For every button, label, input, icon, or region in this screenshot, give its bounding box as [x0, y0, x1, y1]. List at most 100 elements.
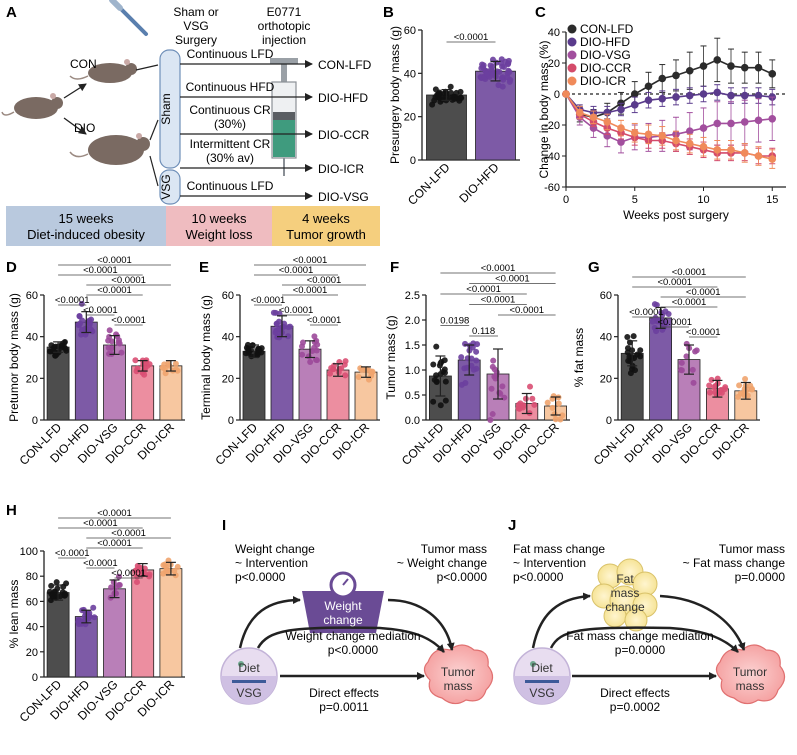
- x-tick-label: 10: [697, 194, 709, 206]
- data-point: [51, 588, 58, 595]
- series-point-dio-vsg: [617, 138, 625, 146]
- data-point: [115, 339, 122, 346]
- series-point-dio-icr: [603, 118, 612, 126]
- data-point: [651, 324, 658, 331]
- data-point: [468, 362, 475, 369]
- series-point-con-lfd: [672, 71, 680, 80]
- data-point: [678, 367, 685, 374]
- series-point-con-lfd: [699, 62, 708, 70]
- y-axis-label: % lean mass: [7, 580, 21, 649]
- series-point-con-lfd: [740, 63, 749, 72]
- series-point-dio-vsg: [754, 116, 763, 125]
- p-value-label: <0.0001: [111, 275, 146, 286]
- p-value-label: <0.0001: [97, 285, 132, 296]
- panel-letter-h: H: [6, 502, 17, 519]
- arm-diet-label: Continuous CR (30%): [189, 103, 271, 131]
- data-point: [172, 360, 179, 367]
- p-value-label: <0.0001: [509, 305, 544, 316]
- p-value-label: <0.0001: [672, 267, 707, 278]
- p-value-label: <0.0001: [83, 305, 118, 316]
- data-point: [328, 364, 335, 371]
- data-point: [273, 320, 280, 327]
- data-point: [299, 351, 306, 358]
- data-point: [116, 581, 123, 588]
- series-point-dio-icr: [699, 142, 708, 151]
- mouse-icon-start: [1, 93, 63, 119]
- data-point: [437, 98, 444, 105]
- data-point: [162, 370, 169, 377]
- panel-letter-e: E: [199, 259, 209, 276]
- data-point: [89, 328, 96, 335]
- p-value-label: <0.0001: [657, 277, 692, 288]
- y-axis-label: Tumor mass (g): [384, 315, 398, 399]
- arm-diet-line: Continuous HFD: [186, 80, 275, 94]
- arm-diet-line: Continuous CR: [189, 103, 271, 117]
- arm-diet-line: Continuous LFD: [187, 179, 274, 193]
- arm-diet-label: Continuous HFD: [186, 80, 275, 94]
- data-point: [78, 331, 85, 338]
- data-point: [458, 95, 465, 102]
- data-point: [736, 382, 743, 389]
- y-tick-label: 20: [26, 373, 38, 385]
- series-line-con-lfd: [565, 59, 773, 119]
- series-line-dio-hfd: [565, 91, 773, 114]
- treatment-arms: Continuous LFD CON-LFD Continuous HFD DIO-H…: [180, 47, 372, 204]
- data-point: [741, 386, 748, 393]
- data-point: [506, 78, 513, 85]
- data-point: [285, 324, 292, 331]
- series-point-con-lfd: [727, 62, 735, 70]
- data-point: [105, 350, 112, 357]
- bar-dio-vsg: [103, 344, 126, 421]
- p-value-label: <0.0001: [279, 265, 314, 276]
- legend-label-dio-vsg: DIO-VSG: [580, 48, 631, 62]
- panel-letter-b: B: [383, 4, 394, 21]
- y-tick-label: 0: [32, 415, 38, 427]
- data-point: [498, 75, 505, 82]
- panel-a-schematic: A Sham or VSG Surgery E0771 orthotopic injec…: [1, 0, 380, 246]
- data-point: [432, 94, 439, 101]
- data-point: [335, 369, 342, 376]
- scale-icon: [302, 571, 384, 633]
- data-point: [506, 68, 513, 75]
- exposure-vsg: VSG: [236, 686, 261, 700]
- data-point: [551, 411, 558, 418]
- y-tick-label: 0: [32, 672, 38, 684]
- data-point: [499, 383, 506, 390]
- data-point: [489, 411, 496, 418]
- data-point: [146, 361, 153, 368]
- a-path-label: Weight change ~ Intervention p<0.0000: [235, 542, 315, 584]
- series-point-dio-hfd: [699, 90, 708, 98]
- y-tick-label: 40: [26, 622, 38, 634]
- y-tick-label: 60: [404, 25, 416, 37]
- arm-diet-line: Intermittent CR: [190, 137, 271, 151]
- y-tick-label: 60: [222, 290, 234, 302]
- series-line-dio-vsg: [565, 93, 773, 143]
- p-value-label: <0.0001: [83, 518, 118, 529]
- data-point: [634, 351, 641, 358]
- scalpel-icon: [109, 0, 148, 36]
- y-tick-label: 20: [404, 112, 416, 124]
- series-point-dio-icr: [562, 90, 570, 98]
- arm-diet-label: Intermittent CR (30% av): [190, 137, 271, 165]
- p-value-label: <0.0001: [251, 295, 286, 306]
- series-point-con-lfd: [768, 70, 777, 78]
- legend-label-dio-ccr: DIO-CCR: [580, 61, 632, 75]
- timeline-duration: 15 weeks: [59, 211, 114, 226]
- y-tick-label: 0.0: [405, 415, 420, 427]
- surgery-label: Sham or VSG Surgery: [173, 5, 218, 47]
- data-point: [276, 334, 283, 341]
- direct-effect-label: Direct effects p=0.0002: [600, 686, 670, 714]
- y-tick-label: 20: [26, 647, 38, 659]
- panel-letter-d: D: [6, 259, 17, 276]
- timeline-phase: Diet-induced obesity: [27, 227, 145, 242]
- bar-dio-hfd: [649, 317, 672, 421]
- data-point: [57, 593, 64, 600]
- legend-marker-con-lfd: [567, 24, 577, 34]
- series-point-dio-vsg: [713, 119, 722, 128]
- legend-label-dio-hfd: DIO-HFD: [580, 35, 630, 49]
- p-value-label: 0.118: [472, 326, 495, 337]
- series-point-dio-icr: [713, 146, 722, 154]
- series-point-dio-vsg: [685, 127, 694, 135]
